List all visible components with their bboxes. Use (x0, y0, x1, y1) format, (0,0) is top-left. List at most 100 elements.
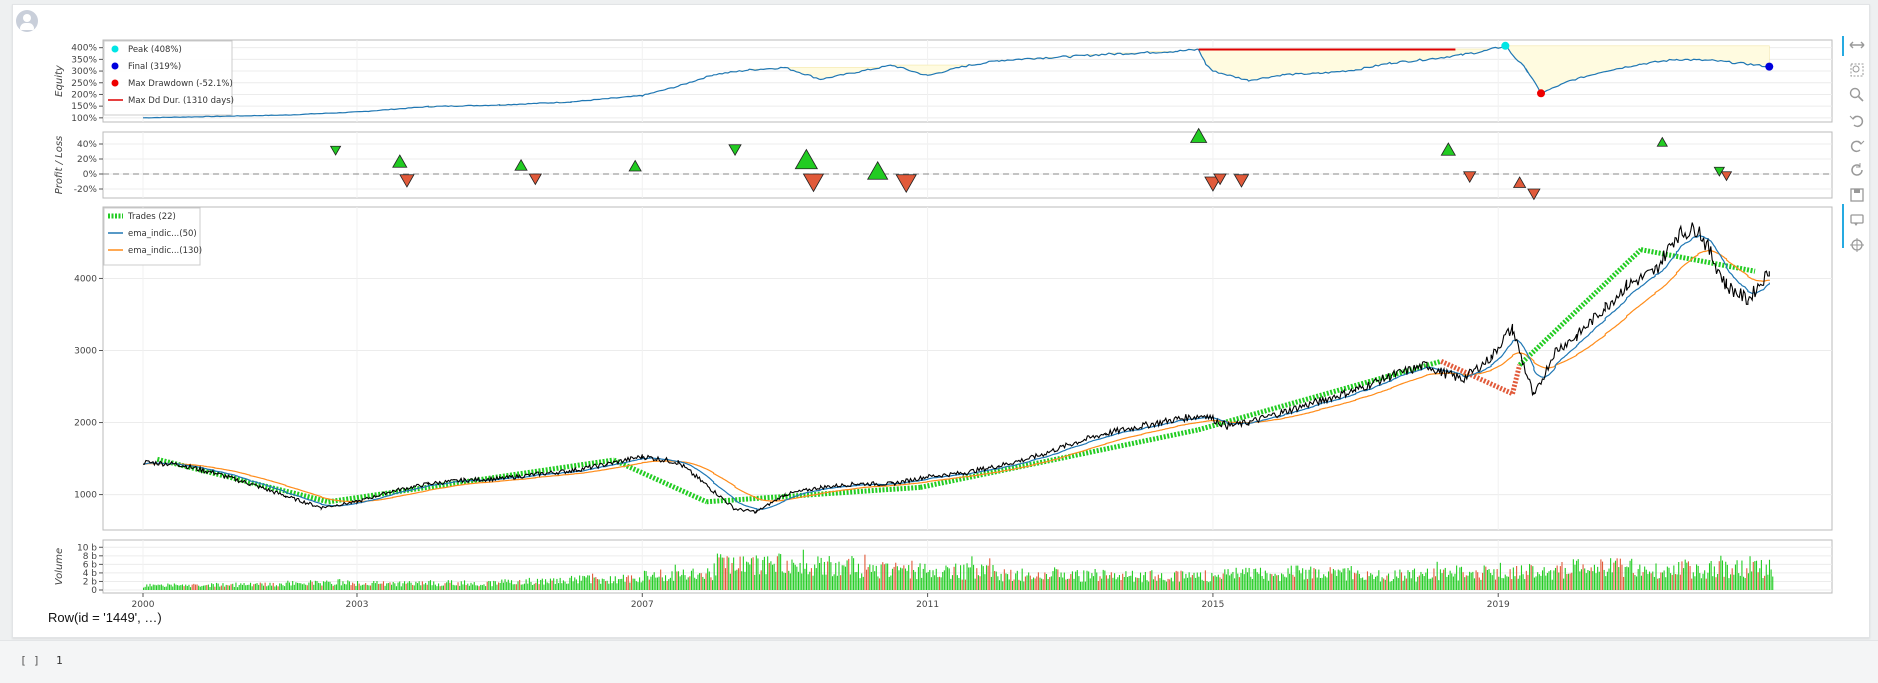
volume-bar (629, 582, 631, 590)
volume-bar (1611, 572, 1613, 590)
volume-bar (572, 581, 574, 590)
volume-bar (454, 585, 456, 590)
volume-bar (853, 558, 855, 590)
volume-bar (1349, 570, 1351, 590)
volume-bar (1589, 570, 1591, 590)
volume-bar (151, 586, 153, 590)
volume-bar (564, 581, 566, 590)
volume-bar (272, 582, 274, 590)
trade-pl-marker (1213, 173, 1227, 186)
cell-code[interactable]: 1 (56, 654, 63, 667)
volume-bar (1217, 574, 1219, 590)
volume-bar (1352, 579, 1354, 590)
volume-bar (1754, 561, 1756, 590)
save-icon[interactable] (1848, 186, 1866, 204)
ema-130-line (143, 249, 1770, 503)
volume-bar (434, 584, 436, 590)
volume-bar (707, 568, 709, 590)
pan-icon[interactable] (1848, 36, 1866, 54)
volume-bar (363, 584, 365, 590)
volume-bar (246, 584, 248, 590)
volume-bar (314, 580, 316, 590)
volume-bar (995, 571, 997, 590)
volume-bar (647, 575, 649, 590)
volume-bar (1494, 579, 1497, 590)
volume-bar (822, 574, 824, 590)
volume-bar (551, 580, 553, 590)
volume-bar (1378, 570, 1380, 590)
volume-bar (1415, 581, 1417, 590)
volume-bar (1676, 574, 1678, 590)
redo-icon[interactable] (1848, 136, 1866, 154)
volume-bar (904, 568, 907, 590)
volume-bar (1563, 578, 1565, 590)
volume-bar (1516, 565, 1518, 590)
volume-bar (439, 586, 441, 590)
volume-bar (567, 583, 569, 590)
volume-bar (981, 564, 983, 590)
volume-bar (426, 584, 428, 590)
volume-bar (1470, 572, 1472, 590)
volume-bar (1405, 578, 1407, 590)
volume-bar (1088, 571, 1090, 590)
volume-bar (660, 569, 662, 590)
volume-bar (258, 584, 260, 590)
volume-bar (687, 577, 689, 590)
volume-bar (1404, 575, 1406, 590)
volume-bar (177, 585, 179, 590)
volume-bar (1298, 570, 1300, 590)
volume-bar (775, 571, 777, 590)
volume-bar (870, 571, 872, 590)
volume-bar (1482, 572, 1484, 590)
volume-bar (1687, 561, 1689, 590)
volume-bar (1710, 560, 1712, 590)
volume-bar (888, 576, 890, 590)
volume-bar (1371, 574, 1373, 590)
volume-bar (1203, 580, 1205, 590)
box-zoom-icon[interactable] (1848, 61, 1866, 79)
volume-bar (1118, 574, 1120, 590)
volume-bar (1062, 577, 1064, 590)
xtick-label: 2011 (916, 600, 939, 610)
volume-bar (1692, 572, 1694, 590)
price-panel-frame (102, 206, 1833, 531)
volume-bar (322, 581, 325, 590)
volume-bar (476, 585, 479, 590)
wheel-zoom-icon[interactable] (1848, 86, 1866, 104)
hover-icon[interactable] (1848, 211, 1866, 229)
undo-icon[interactable] (1848, 111, 1866, 129)
volume-bar (1261, 575, 1263, 590)
volume-bar (400, 586, 402, 590)
volume-bar (630, 575, 633, 590)
volume-bar (1452, 576, 1454, 590)
volume-bar (288, 582, 290, 590)
volume-bar (254, 583, 256, 590)
volume-bar (1733, 574, 1735, 590)
volume-bar (934, 575, 936, 590)
volume-bar (958, 577, 960, 590)
volume-bar (843, 565, 845, 590)
backtest-chart[interactable]: 100% 150% 200%250% 300% 350%400% Equity Peak (… (0, 0, 1878, 640)
volume-bar (1185, 573, 1187, 590)
volume-bar (974, 578, 976, 590)
volume-bar (699, 573, 701, 590)
volume-bar (1068, 578, 1070, 590)
volume-bar (1734, 564, 1737, 590)
volume-bar (1447, 574, 1450, 590)
volume-bar (617, 579, 620, 590)
crosshair-icon[interactable] (1848, 236, 1866, 254)
volume-bar (173, 583, 175, 590)
next-code-cell[interactable] (0, 640, 1878, 683)
volume-bar (1653, 576, 1655, 590)
volume-bar (945, 565, 947, 590)
volume-bar (754, 574, 756, 590)
volume-bar (1063, 572, 1065, 590)
volume-bar (501, 579, 503, 590)
volume-bar (262, 585, 265, 590)
volume-bar (160, 584, 162, 590)
reset-icon[interactable] (1848, 161, 1866, 179)
volume-bar (198, 585, 200, 590)
volume-bar (147, 586, 149, 590)
volume-bar (851, 556, 853, 590)
volume-bar (802, 549, 804, 590)
